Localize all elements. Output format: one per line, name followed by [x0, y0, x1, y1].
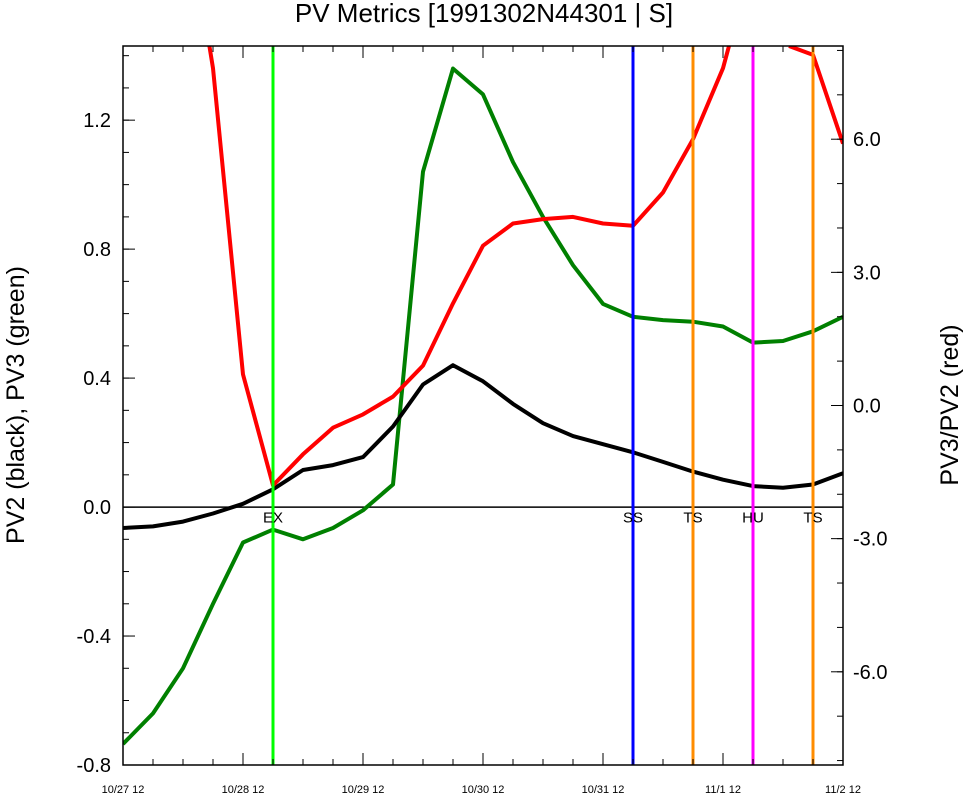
- series-line-pv3: [123, 66, 843, 746]
- series-line-ratio: [207, 46, 843, 488]
- y-axis-label-left: PV2 (black), PV3 (green): [2, 266, 30, 544]
- y-right-tick-label: -6.0: [853, 662, 887, 684]
- marker-label-ss-1: SS: [623, 509, 643, 526]
- y-left-tick-label: -0.4: [77, 626, 111, 648]
- series-line-pv2: [123, 363, 843, 530]
- x-tick-label: 11/2 12: [825, 784, 861, 796]
- plot-frame: [122, 45, 844, 766]
- y-left-tick-label: -0.8: [77, 755, 111, 777]
- x-tick-label: 10/27 12: [102, 784, 145, 796]
- y-left-tick-label: 1.2: [83, 110, 111, 132]
- y-right-tick-label: 0.0: [853, 396, 881, 418]
- y-left-tick-label: 0.8: [83, 239, 111, 261]
- marker-label-ts-2: TS: [683, 509, 702, 526]
- y-left-tick-label: 0.0: [83, 497, 111, 519]
- x-tick-label: 10/28 12: [222, 784, 265, 796]
- y-right-tick-label: -3.0: [853, 529, 887, 551]
- y-right-tick-label: 3.0: [853, 262, 881, 284]
- marker-label-ts-4: TS: [803, 509, 822, 526]
- y-right-tick-label: 6.0: [853, 129, 881, 151]
- y-axis-label-right: PV3/PV2 (red): [936, 324, 964, 485]
- marker-label-hu-3: HU: [742, 509, 764, 526]
- marker-label-ex-0: EX: [263, 509, 283, 526]
- plot-area: EX SS TS HU TS 10/27 12 10/28 12 10/29 12 10/30 …: [77, 45, 887, 796]
- x-tick-label: 11/1 12: [705, 784, 741, 796]
- chart-title: PV Metrics [1991302N44301 | S]: [295, 0, 673, 28]
- x-tick-label: 10/30 12: [462, 784, 505, 796]
- y-left-tick-label: 0.4: [83, 368, 111, 390]
- x-tick-label: 10/29 12: [342, 784, 385, 796]
- x-tick-label: 10/31 12: [582, 784, 625, 796]
